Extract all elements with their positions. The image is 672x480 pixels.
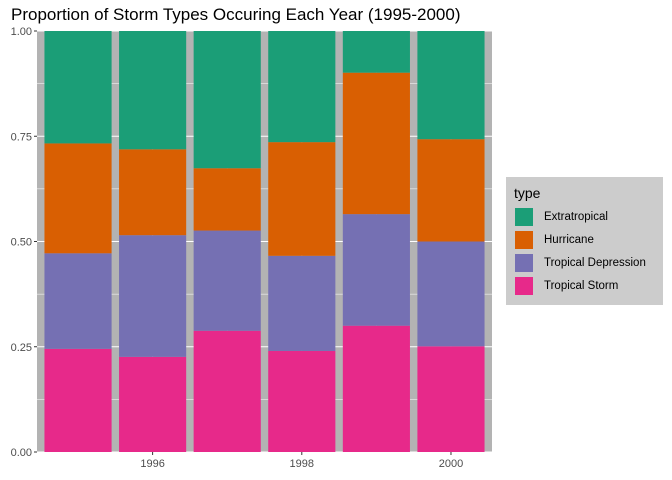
bar-extratropical-1997: [193, 31, 261, 169]
axes: 0.00 0.25 0.50 0.75 1.00 1996 1998 2000: [11, 26, 464, 470]
bar-extratropical-2000: [417, 31, 485, 140]
bar-tropical-storm-1996: [119, 356, 187, 452]
y-tick-label: 0.00: [11, 447, 32, 459]
bar-tropical-storm-1999: [342, 325, 410, 452]
y-tick-label: 0.50: [11, 237, 32, 249]
bar-tropical-depression-1999: [342, 214, 410, 326]
bar-extratropical-1995: [44, 31, 112, 144]
bar-hurricane-1999: [342, 72, 410, 215]
y-tick-label: 0.75: [11, 131, 32, 143]
legend: type Extratropical Hurricane Tropical De…: [506, 177, 663, 305]
bar-hurricane-1997: [193, 168, 261, 231]
chart-title: Proportion of Storm Types Occuring Each …: [11, 5, 461, 24]
bar-tropical-depression-1997: [193, 230, 261, 331]
bar-tropical-depression-1995: [44, 253, 112, 349]
legend-label-hurricane: Hurricane: [544, 234, 594, 246]
legend-key-extratropical: [514, 207, 534, 227]
bar-tropical-storm-1998: [268, 350, 336, 452]
bar-tropical-depression-1996: [119, 235, 187, 357]
bar-hurricane-1995: [44, 143, 112, 254]
y-tick-label: 0.25: [11, 342, 32, 354]
bar-hurricane-1998: [268, 142, 336, 256]
bar-tropical-storm-1995: [44, 348, 112, 452]
legend-label-tropical-depression: Tropical Depression: [544, 257, 646, 269]
legend-key-tropical-depression: [514, 253, 534, 273]
bar-tropical-depression-1998: [268, 255, 336, 351]
bars: [44, 31, 485, 452]
bar-extratropical-1999: [342, 31, 410, 73]
legend-key-hurricane: [514, 230, 534, 250]
bar-extratropical-1996: [119, 31, 187, 150]
bar-hurricane-1996: [119, 149, 187, 236]
x-tick-label: 1998: [290, 458, 314, 470]
y-tick-label: 1.00: [11, 26, 32, 38]
bar-tropical-storm-1997: [193, 330, 261, 452]
legend-label-extratropical: Extratropical: [544, 211, 608, 223]
bar-tropical-storm-2000: [417, 346, 485, 452]
legend-label-tropical-storm: Tropical Storm: [544, 280, 619, 292]
legend-title: type: [514, 185, 541, 201]
legend-key-tropical-storm: [514, 276, 534, 296]
bar-hurricane-2000: [417, 139, 485, 242]
bar-tropical-depression-2000: [417, 241, 485, 347]
x-tick-label: 1996: [140, 458, 164, 470]
x-tick-label: 2000: [439, 458, 463, 470]
bar-extratropical-1998: [268, 31, 336, 143]
